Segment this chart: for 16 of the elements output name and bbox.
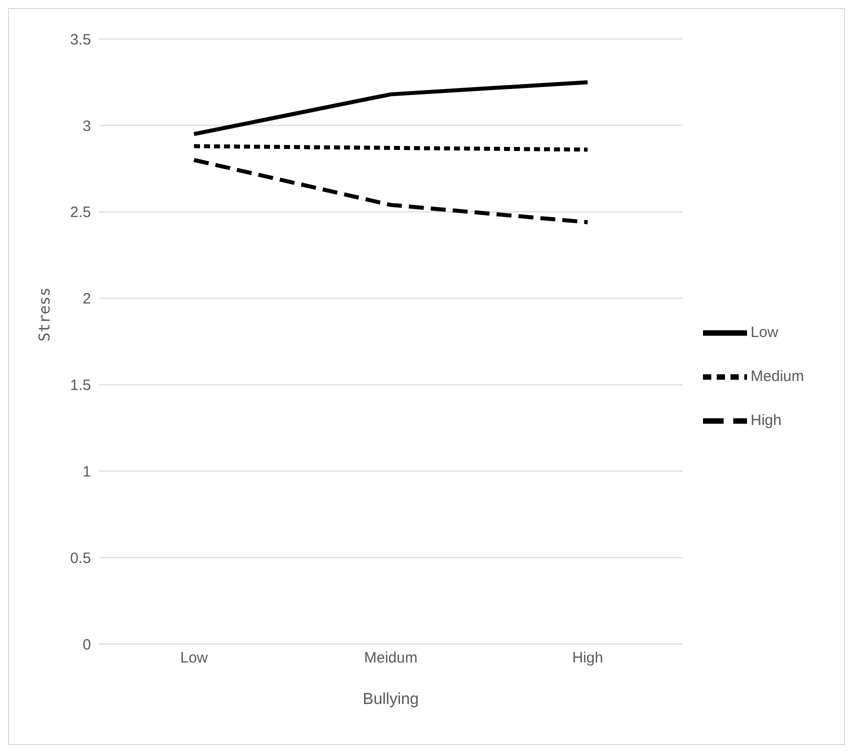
legend-label: High	[750, 411, 782, 428]
y-tick-label: 0.5	[70, 550, 91, 567]
legend-label: Medium	[750, 367, 804, 384]
x-axis-title: Bullying	[362, 691, 419, 708]
y-tick-label: 2	[82, 290, 91, 308]
legend-label: Low	[750, 323, 778, 340]
y-tick-label: 0	[82, 636, 91, 654]
x-tick-label: High	[572, 650, 604, 667]
y-tick-label: 3.5	[70, 31, 91, 48]
x-tick-label: Low	[180, 650, 208, 667]
y-tick-label: 2.5	[70, 204, 91, 222]
x-tick-label: Meidum	[364, 650, 418, 667]
y-tick-label: 1.5	[70, 377, 91, 394]
y-tick-label: 3	[82, 118, 91, 135]
y-tick-label: 1	[82, 463, 91, 480]
y-axis-title: Stress	[35, 287, 54, 342]
